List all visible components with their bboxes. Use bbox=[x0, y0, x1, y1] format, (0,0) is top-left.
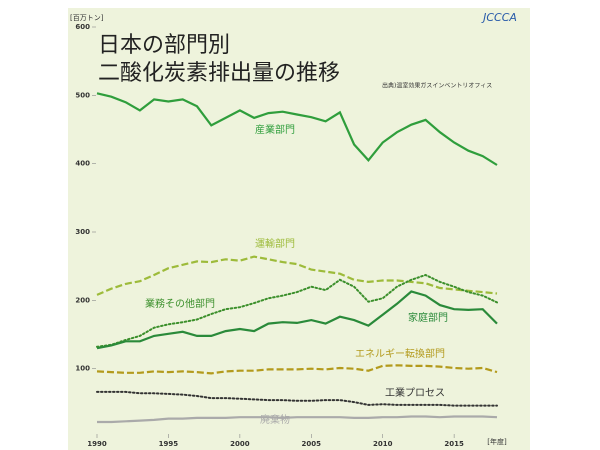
x-tick-label: 2000 bbox=[230, 440, 250, 448]
x-tick-label: 2010 bbox=[373, 440, 393, 448]
series-label: 産業部門 bbox=[255, 123, 295, 136]
series-label: 廃棄物 bbox=[260, 413, 290, 426]
logo: JCCCA bbox=[481, 11, 517, 24]
x-tick-label: 1990 bbox=[87, 440, 107, 448]
y-tick-label: 100 bbox=[75, 365, 90, 373]
series-line bbox=[96, 273, 498, 348]
panel bbox=[68, 8, 530, 450]
series-label: 工業プロセス bbox=[385, 386, 445, 399]
y-tick-label: 300 bbox=[75, 228, 90, 236]
series-label: エネルギー転換部門 bbox=[355, 347, 445, 360]
series-line bbox=[96, 92, 498, 166]
y-unit: [百万トン] bbox=[70, 14, 104, 22]
series-label: 運輸部門 bbox=[255, 237, 295, 250]
y-tick-label: 500 bbox=[75, 91, 90, 99]
x-unit: [年度] bbox=[487, 437, 507, 446]
chart-subtitle: 二酸化炭素排出量の推移 bbox=[98, 61, 340, 86]
series-line bbox=[96, 290, 498, 350]
series-label: 家庭部門 bbox=[408, 311, 448, 324]
series-label: 業務その他部門 bbox=[145, 297, 215, 310]
chart-title: 日本の部門別 bbox=[98, 33, 230, 58]
x-tick-label: 2015 bbox=[444, 440, 464, 448]
series-line bbox=[96, 390, 498, 407]
source: 出典)温室効果ガスインベントリオフィス bbox=[382, 82, 492, 90]
x-tick-label: 1995 bbox=[159, 440, 179, 448]
y-tick-label: 200 bbox=[75, 296, 90, 304]
series-line bbox=[97, 415, 498, 424]
y-tick-label: 600 bbox=[75, 23, 90, 31]
y-tick-label: 400 bbox=[75, 160, 90, 168]
x-tick-label: 2005 bbox=[302, 440, 322, 448]
series-line bbox=[96, 364, 498, 375]
series-line bbox=[96, 255, 498, 296]
